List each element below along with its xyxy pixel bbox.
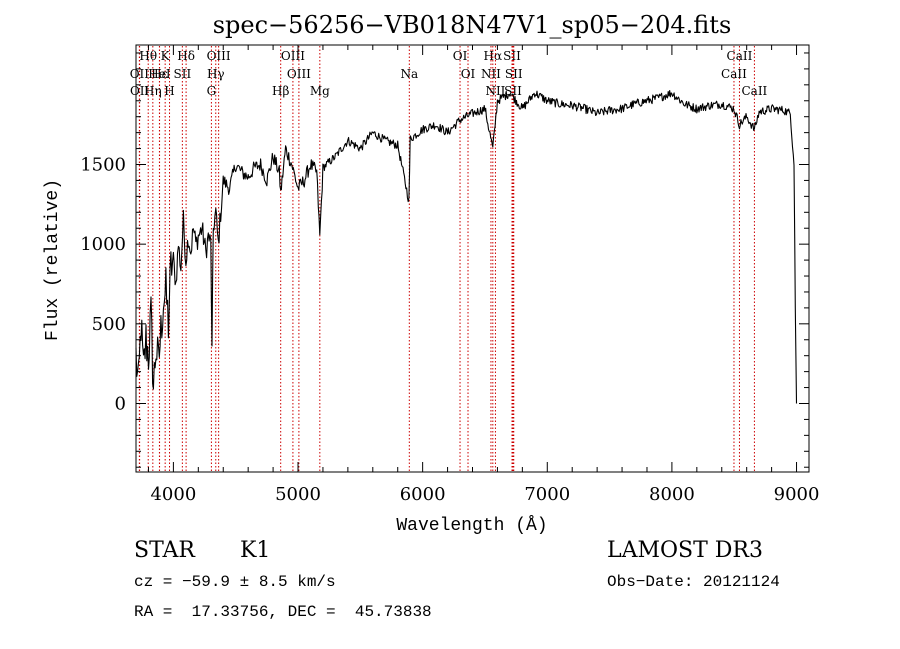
marker-label: OI bbox=[453, 49, 468, 63]
y-tick-label: 500 bbox=[92, 314, 126, 335]
marker-label: Hδ bbox=[177, 49, 195, 63]
marker-label: OIII bbox=[207, 49, 231, 63]
object-class: STAR bbox=[134, 538, 195, 563]
marker-label: SII bbox=[505, 67, 523, 81]
x-tick-label: 8000 bbox=[649, 484, 695, 505]
axis-ticks: 4000 5000 6000 7000 8000 9000 0 500 1000 1500 bbox=[80, 45, 819, 505]
y-tick-label: 1500 bbox=[80, 154, 126, 175]
marker-label: Hη bbox=[144, 84, 162, 98]
marker-label: SII bbox=[503, 49, 521, 63]
marker-label: Na bbox=[400, 67, 418, 81]
marker-label: Hθ bbox=[139, 49, 157, 63]
marker-label: CaII bbox=[741, 84, 767, 98]
object-subclass: K1 bbox=[240, 538, 271, 563]
ra-dec-coordinates: RA = 17.33756, DEC = 45.73838 bbox=[134, 603, 432, 621]
marker-label: Hγ bbox=[207, 67, 225, 81]
x-axis-label: Wavelength (Å) bbox=[396, 515, 547, 536]
y-tick-label: 1000 bbox=[80, 234, 126, 255]
chart-title: spec−56256−VB018N47V1_sp05−204.fits bbox=[213, 11, 732, 39]
spectrum-line bbox=[135, 90, 798, 404]
marker-label: K bbox=[161, 49, 171, 63]
y-tick-label: 0 bbox=[115, 393, 126, 414]
marker-label: G bbox=[207, 84, 217, 98]
marker-label: CaII bbox=[727, 49, 753, 63]
marker-label: HeI bbox=[148, 67, 171, 81]
redshift-velocity: cz = −59.9 ± 8.5 km/s bbox=[134, 573, 336, 591]
marker-label: OII bbox=[130, 84, 150, 98]
spectrum-series bbox=[135, 90, 798, 404]
x-tick-label: 5000 bbox=[275, 484, 321, 505]
marker-label: OI bbox=[461, 67, 476, 81]
marker-label: OIII bbox=[281, 49, 305, 63]
survey-name: LAMOST DR3 bbox=[607, 538, 763, 563]
marker-label: SII bbox=[174, 67, 192, 81]
y-axis-label: Flux (relative) bbox=[43, 179, 63, 341]
x-tick-label: 6000 bbox=[400, 484, 446, 505]
marker-label: CaII bbox=[721, 67, 747, 81]
marker-label: Hα bbox=[484, 49, 503, 63]
x-tick-label: 7000 bbox=[524, 484, 570, 505]
marker-label: OIII bbox=[287, 67, 311, 81]
observation-date: Obs−Date: 20121124 bbox=[607, 573, 780, 591]
marker-label: Mg bbox=[310, 84, 330, 98]
x-tick-label: 4000 bbox=[150, 484, 196, 505]
x-tick-label: 9000 bbox=[774, 484, 820, 505]
marker-label: Hβ bbox=[272, 84, 289, 98]
marker-label: H bbox=[164, 84, 174, 98]
marker-label: NII bbox=[481, 67, 501, 81]
